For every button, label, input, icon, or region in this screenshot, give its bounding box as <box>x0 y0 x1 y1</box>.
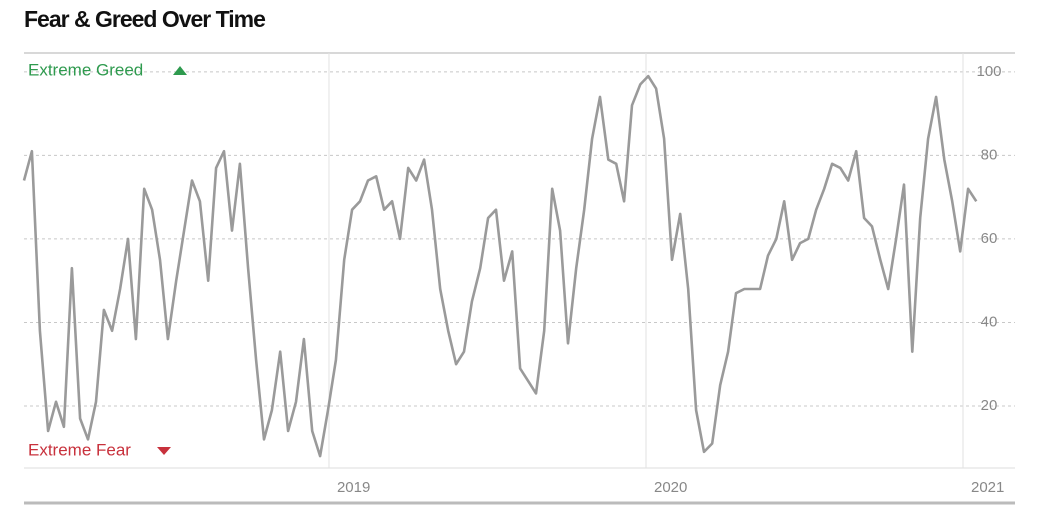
y-tick-label: 80 <box>981 146 998 163</box>
y-tick-label: 20 <box>981 397 998 414</box>
up-triangle <box>173 66 187 75</box>
chart-title: Fear & Greed Over Time <box>24 6 265 32</box>
line-series <box>22 74 978 458</box>
x-tick-label: 2021 <box>971 479 1004 496</box>
y-tick-label: 100 <box>976 63 1001 80</box>
y-tick-label: 60 <box>981 230 998 247</box>
y-tick-label: 40 <box>981 313 998 330</box>
down-triangle <box>157 447 171 455</box>
plot <box>22 74 978 458</box>
annotation-fear: Extreme Fear <box>28 440 131 459</box>
x-tick-label: 2020 <box>654 479 687 496</box>
grid: 20 40 60 80 100 2019 2020 2021 <box>24 53 1015 496</box>
annotation-greed: Extreme Greed <box>28 60 143 79</box>
x-tick-label: 2019 <box>337 479 370 496</box>
